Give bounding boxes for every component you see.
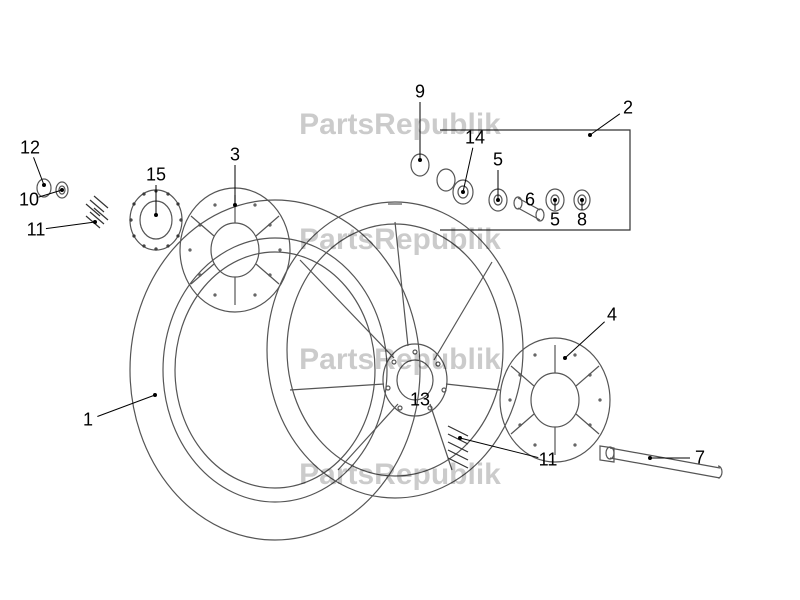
- callout-number: 1: [83, 410, 93, 431]
- callout-number: 15: [146, 165, 166, 186]
- callout-number: 6: [525, 190, 535, 211]
- callout-number: 8: [577, 210, 587, 231]
- callout-number: 7: [695, 448, 705, 469]
- callout-number: 11: [27, 220, 46, 241]
- callout-number: 3: [230, 145, 240, 166]
- callout-number: 11: [539, 450, 558, 471]
- callout-number: 9: [415, 82, 425, 103]
- parts-illustration: [0, 0, 800, 600]
- callout-number: 12: [20, 138, 40, 159]
- callout-number: 14: [465, 128, 485, 149]
- callout-number: 5: [550, 210, 560, 231]
- callout-number: 5: [493, 150, 503, 171]
- callout-number: 2: [623, 98, 633, 119]
- callout-number: 4: [607, 305, 617, 326]
- diagram-canvas: 123455678910111112131415 PartsRepublikPa…: [0, 0, 800, 600]
- callout-number: 13: [410, 390, 430, 411]
- callout-number: 10: [19, 190, 39, 211]
